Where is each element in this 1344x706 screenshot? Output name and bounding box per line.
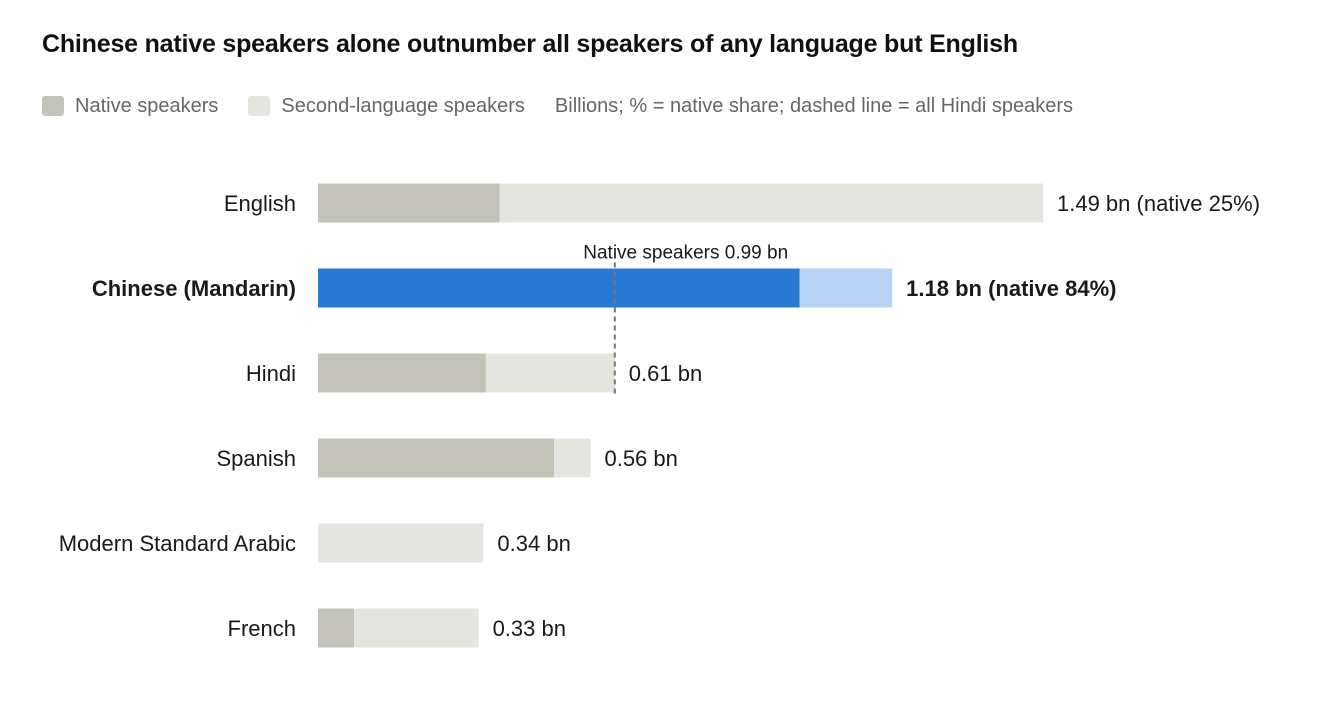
legend: Native speakers Second-language speakers…	[42, 92, 1073, 120]
legend-label-native: Native speakers	[75, 94, 219, 117]
legend-swatch-native	[42, 96, 64, 116]
legend-item-second: Second-language speakers	[248, 95, 525, 118]
bar-native-chinese-mandarin	[318, 268, 800, 308]
legend-label-second: Second-language speakers	[281, 94, 525, 117]
bar-native-hindi	[318, 353, 486, 393]
bar-second-chinese-mandarin	[799, 268, 893, 308]
value-label-french: 0.33 bn	[493, 616, 566, 641]
bar-second-english	[499, 183, 1043, 223]
bar-second-spanish	[553, 438, 591, 478]
category-label-french: French	[228, 616, 296, 641]
legend-item-native: Native speakers	[42, 95, 218, 118]
annotation-native-speakers: Native speakers 0.99 bn	[583, 243, 788, 264]
legend-note: Billions; % = native share; dashed line …	[554, 94, 1073, 117]
category-label-modern-standard-arabic: Modern Standard Arabic	[59, 531, 296, 556]
bar-second-hindi	[485, 353, 615, 393]
category-label-spanish: Spanish	[216, 446, 296, 471]
bar-native-french	[318, 608, 355, 648]
category-label-hindi: Hindi	[246, 361, 296, 386]
bar-native-spanish	[318, 438, 554, 478]
chart-title: Chinese native speakers alone outnumber …	[42, 30, 1018, 58]
bar-native-english	[318, 183, 500, 223]
legend-swatch-second	[248, 96, 271, 116]
bar-second-modern-standard-arabic	[318, 523, 484, 563]
value-label-english: 1.49 bn (native 25%)	[1057, 191, 1260, 216]
value-label-spanish: 0.56 bn	[604, 446, 677, 471]
value-label-hindi: 0.61 bn	[629, 361, 702, 386]
category-label-chinese-mandarin: Chinese (Mandarin)	[92, 276, 296, 301]
value-label-chinese-mandarin: 1.18 bn (native 84%)	[906, 276, 1116, 301]
value-label-modern-standard-arabic: 0.34 bn	[497, 531, 570, 556]
bar-second-french	[354, 608, 479, 648]
category-label-english: English	[224, 191, 296, 216]
